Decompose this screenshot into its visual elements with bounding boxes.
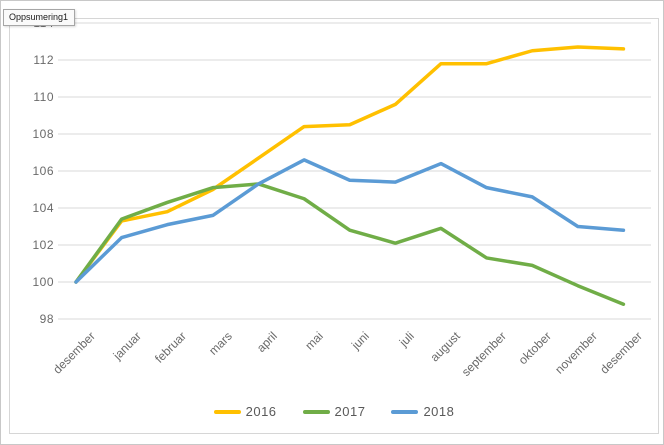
legend-label: 2017 <box>334 404 366 419</box>
x-tick-label: desember <box>597 329 646 377</box>
x-tick-label: februar <box>152 329 190 366</box>
legend-line-marker <box>391 409 419 414</box>
x-axis[interactable]: desember januar februar mars april mai juni jul… <box>10 19 658 433</box>
legend-line-marker <box>302 409 330 414</box>
y-tick-label: 106 <box>32 164 54 178</box>
x-tick-label: januar <box>110 329 144 363</box>
series-line-2016[interactable] <box>74 45 626 284</box>
x-tick-label: november <box>552 329 600 377</box>
x-tick-label: september <box>458 329 509 379</box>
legend-label: 2016 <box>245 404 277 419</box>
y-tick-label: 104 <box>32 201 54 215</box>
x-tick-label: juli <box>396 329 418 350</box>
y-tick-label: 110 <box>33 90 54 104</box>
x-tick-label: juni <box>348 329 372 353</box>
y-tick-label: 112 <box>33 53 54 67</box>
x-tick-label: mai <box>302 329 326 353</box>
legend-label: 2018 <box>423 404 455 419</box>
chart-legend[interactable]: 2016 2017 2018 <box>10 404 658 419</box>
y-tick-label: 98 <box>39 312 54 326</box>
legend-item-2016[interactable]: 2016 <box>213 404 277 419</box>
x-tick-label: april <box>254 329 281 355</box>
legend-item-2018[interactable]: 2018 <box>391 404 454 419</box>
series-line-2017[interactable] <box>74 182 626 306</box>
chart-object[interactable]: 98100102104106108110112114 desemberjanua… <box>9 16 659 434</box>
y-tick-label: 108 <box>32 127 54 141</box>
x-tick-label: mars <box>205 329 235 358</box>
legend-line-marker <box>213 409 241 414</box>
x-tick-label: desember <box>50 329 98 377</box>
y-tick-label: 100 <box>32 275 54 289</box>
legend-item-2017[interactable]: 2017 <box>302 404 366 419</box>
series-line-2018[interactable] <box>74 158 626 284</box>
y-tick-label: 102 <box>32 238 54 252</box>
line-chart-plot-area <box>58 22 651 320</box>
x-tick-label: august <box>427 329 463 365</box>
chart-name-tooltip: Oppsumering1 <box>3 9 76 26</box>
x-tick-label: oktober <box>515 329 555 368</box>
